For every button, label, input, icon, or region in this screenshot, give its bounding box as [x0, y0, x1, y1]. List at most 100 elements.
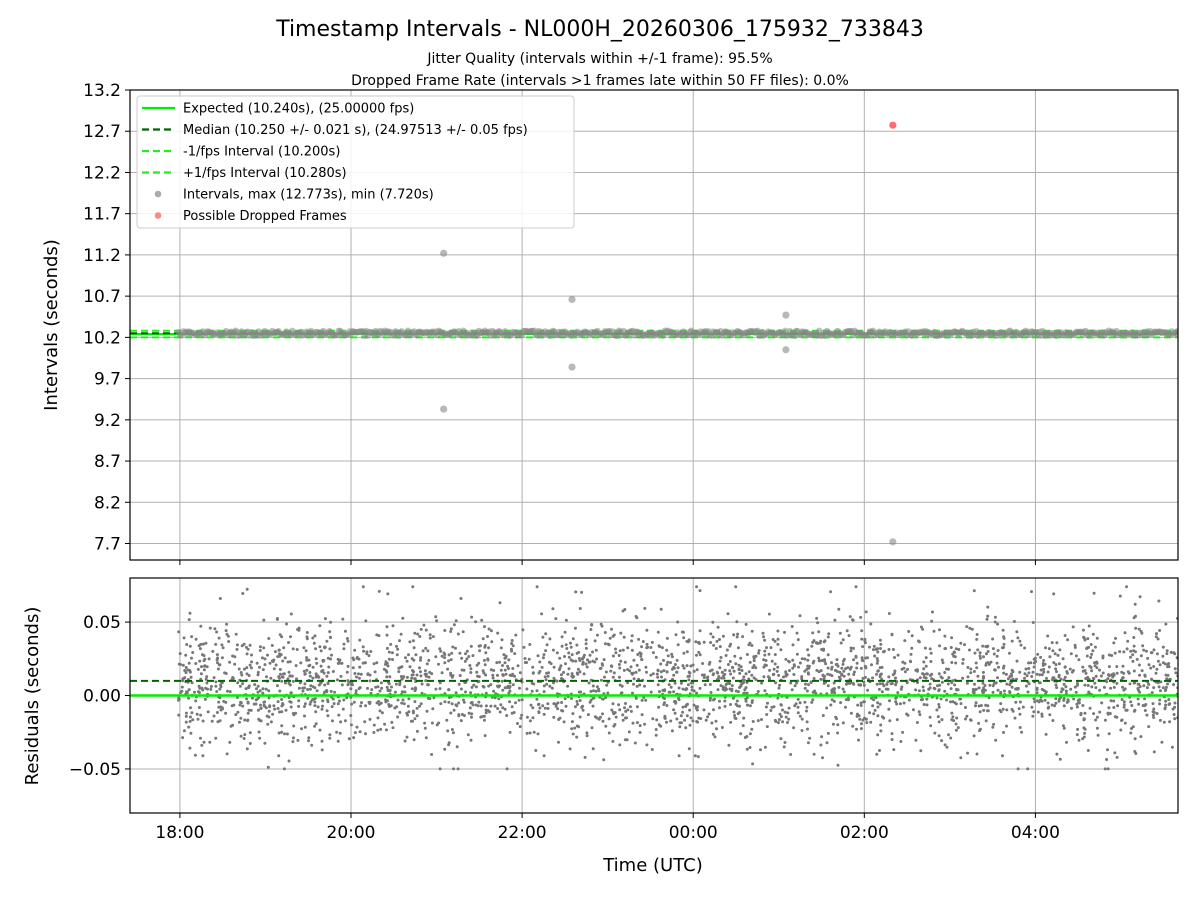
residual-point [1035, 699, 1039, 703]
residual-point [638, 731, 642, 734]
residual-point [937, 720, 941, 724]
residual-point [281, 659, 285, 663]
residual-point [784, 715, 788, 719]
x-tick-label: 22:00 [498, 823, 547, 843]
residual-point [662, 658, 665, 662]
residual-point [925, 672, 929, 676]
residual-point [261, 691, 265, 695]
residual-point [329, 620, 333, 624]
x-axis-label: Time (UTC) [602, 855, 703, 876]
residual-point [800, 717, 804, 721]
residual-point [1106, 767, 1110, 771]
residual-point [1075, 733, 1079, 737]
residual-point [569, 645, 573, 649]
residual-point [704, 718, 708, 722]
residual-point [924, 664, 928, 668]
residual-point [552, 715, 556, 719]
residual-point [463, 659, 467, 663]
residual-point [395, 644, 398, 648]
residual-point [358, 638, 362, 642]
residual-point [430, 753, 434, 756]
residual-point [728, 660, 732, 663]
residual-point [876, 659, 880, 663]
residual-point [272, 704, 276, 708]
residual-point [1137, 682, 1141, 686]
interval-outlier-point [782, 311, 790, 319]
residual-point [518, 686, 521, 690]
residual-point [434, 687, 438, 691]
residual-point [1155, 712, 1159, 715]
x-tick-label: 02:00 [840, 823, 889, 843]
residual-point [747, 643, 751, 647]
residual-point [1047, 665, 1051, 669]
residual-point [391, 624, 395, 628]
residual-point [184, 666, 188, 669]
residual-point [1118, 650, 1122, 654]
residual-point [679, 681, 683, 685]
residual-point [964, 717, 967, 721]
residual-point [558, 666, 562, 670]
residual-point [377, 703, 381, 706]
residual-point [454, 646, 457, 650]
residual-point [240, 673, 244, 677]
residual-point [398, 639, 401, 643]
residual-point [836, 731, 840, 735]
residual-point [1068, 667, 1072, 671]
residual-point [863, 639, 867, 642]
residual-point [443, 700, 447, 704]
residual-point [455, 704, 459, 708]
residual-point [1152, 716, 1156, 719]
residual-point [775, 669, 779, 673]
residual-point [831, 687, 835, 691]
residual-point [631, 721, 635, 725]
residual-point [542, 684, 546, 688]
residual-point [861, 676, 865, 680]
residual-point [789, 681, 793, 685]
residual-point [1123, 721, 1127, 725]
residual-point [285, 622, 288, 626]
residual-point [842, 669, 846, 673]
residual-point [362, 649, 366, 653]
residual-point [711, 673, 715, 677]
residual-point [670, 655, 674, 659]
residual-point [219, 685, 223, 689]
residual-point [607, 731, 611, 735]
residual-point [325, 639, 329, 643]
residual-point [726, 663, 730, 666]
residual-point [447, 743, 451, 747]
residual-point [1063, 675, 1067, 679]
residual-point [566, 672, 570, 676]
residual-point [886, 687, 890, 691]
residual-point [190, 635, 194, 639]
residual-point [378, 689, 382, 693]
residual-point [793, 684, 797, 688]
residual-point [950, 718, 954, 722]
residual-point [950, 681, 954, 685]
residual-point [635, 721, 639, 725]
residual-point [589, 628, 593, 631]
top-y-tick-label: 12.2 [83, 163, 121, 183]
residual-point [968, 648, 971, 652]
residual-point [320, 739, 324, 743]
residual-point [1002, 636, 1006, 640]
residual-point [502, 653, 506, 657]
residual-point [1103, 718, 1107, 722]
residual-point [679, 714, 683, 718]
residual-point [271, 712, 275, 716]
residual-point [879, 642, 883, 646]
residual-point [685, 650, 689, 654]
residual-point [401, 616, 405, 620]
residual-point [852, 646, 855, 650]
residual-point [940, 658, 944, 662]
residual-point [355, 725, 359, 729]
residual-point [431, 635, 435, 639]
residual-point [995, 661, 999, 665]
residual-point [1136, 697, 1140, 701]
residual-point [580, 657, 584, 661]
residual-point [944, 647, 947, 650]
residual-point [451, 731, 455, 735]
residual-point [922, 660, 926, 664]
residual-point [482, 718, 486, 722]
residual-point [403, 690, 407, 694]
residual-point [784, 672, 788, 676]
